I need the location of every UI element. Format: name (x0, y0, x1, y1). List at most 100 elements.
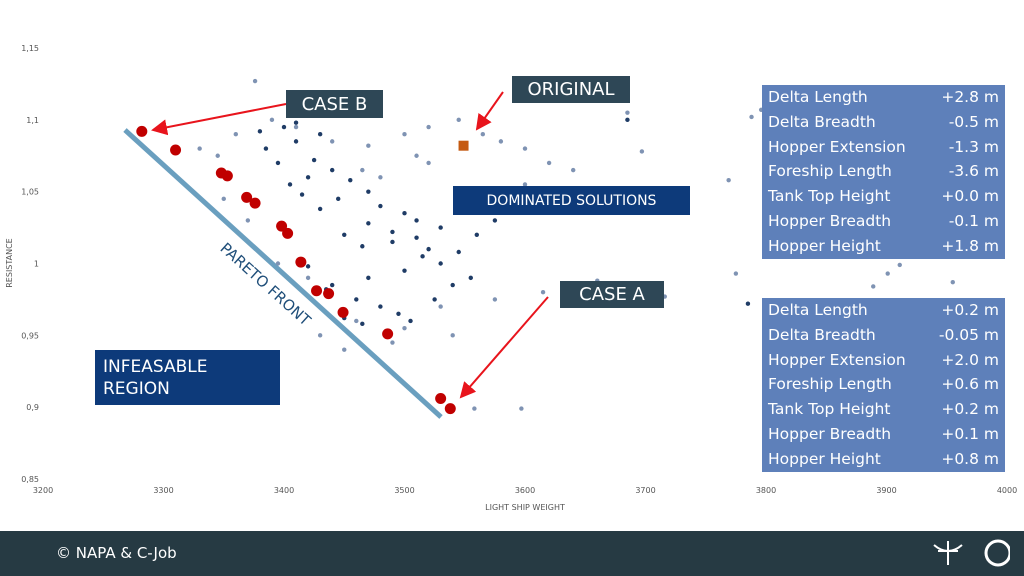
point (456, 249, 461, 255)
point (360, 244, 365, 249)
point (414, 235, 419, 240)
x-tick-label: 3300 (153, 486, 173, 495)
x-tick-label: 4000 (997, 486, 1017, 495)
panel-value: +0.8 m (941, 449, 999, 468)
point (522, 182, 528, 187)
point (639, 149, 645, 154)
point (366, 275, 371, 281)
point (468, 275, 473, 281)
case-a-panel: Delta Length +0.2 m Delta Breadth -0.05 m Ho… (762, 298, 1005, 472)
point (330, 167, 335, 173)
pareto-label: PARETO FRONT (217, 239, 315, 330)
y-tick-label: 0,95 (21, 331, 39, 340)
x-tick-label: 3200 (33, 486, 53, 495)
point (366, 143, 371, 148)
y-tick-label: 1 (34, 260, 39, 269)
point (480, 132, 486, 137)
point (293, 120, 299, 125)
point (950, 279, 955, 285)
panel-label: Tank Top Height (768, 187, 891, 206)
original-label: ORIGINAL (512, 76, 630, 103)
point (396, 311, 401, 316)
point (492, 297, 498, 302)
panel-value: +0.2 m (941, 400, 999, 419)
y-tick-label: 1,1 (26, 116, 39, 125)
panel-label: Hopper Height (768, 236, 881, 255)
point (438, 304, 443, 309)
point (257, 129, 263, 134)
point (571, 167, 576, 173)
panel-value: -0.5 m (948, 112, 999, 131)
x-tick-label: 3700 (635, 486, 655, 495)
point (402, 268, 407, 273)
point (426, 124, 431, 130)
point (414, 218, 419, 223)
panel-value: -1.3 m (948, 137, 999, 156)
x-axis-title: LIGHT SHIP WEIGHT (485, 503, 565, 512)
point (348, 177, 353, 183)
pareto-point (323, 288, 335, 300)
point (197, 146, 202, 151)
panel-label: Tank Top Height (768, 400, 891, 419)
panel-row: Foreship Length -3.6 m (768, 159, 999, 184)
point (749, 114, 754, 120)
case-b-panel: Delta Length +2.8 m Delta Breadth -0.5 m Hop… (762, 85, 1005, 259)
point (546, 160, 552, 166)
panel-row: Delta Length +0.2 m (768, 298, 999, 323)
point (519, 406, 524, 411)
pareto-point (382, 328, 394, 340)
panel-row: Hopper Breadth -0.1 m (768, 209, 999, 234)
point (293, 139, 299, 144)
points (136, 78, 955, 415)
pareto-point (337, 306, 349, 318)
point (293, 124, 299, 130)
panel-label: Hopper Extension (768, 350, 906, 369)
panel-value: -3.6 m (948, 162, 999, 181)
point (275, 261, 281, 266)
panel-row: Foreship Length +0.6 m (768, 372, 999, 397)
panel-value: -0.05 m (938, 325, 999, 344)
panel-label: Hopper Extension (768, 137, 906, 156)
panel-row: Hopper Extension +2.0 m (768, 348, 999, 373)
point (402, 325, 407, 331)
point (390, 340, 395, 345)
panel-value: -0.1 m (948, 211, 999, 230)
pareto-point (435, 393, 447, 405)
pareto-point (249, 197, 261, 209)
panel-row: Delta Breadth -0.05 m (768, 323, 999, 348)
panel-value: +2.0 m (941, 350, 999, 369)
point (305, 175, 311, 180)
arrow (475, 91, 504, 131)
point (281, 124, 287, 130)
arrow (151, 103, 287, 136)
point (492, 218, 498, 223)
panel-value: +0.0 m (941, 187, 999, 206)
x-tick-label: 3400 (274, 486, 294, 495)
pareto-front-line (123, 128, 443, 419)
x-tick-label: 3500 (394, 486, 414, 495)
point (540, 290, 546, 295)
point (426, 246, 431, 252)
panel-row: Hopper Breadth +0.1 m (768, 422, 999, 447)
point (625, 110, 630, 115)
point (885, 271, 890, 276)
point (378, 203, 383, 209)
footer-text: © NAPA & C-Job (56, 544, 177, 562)
point (420, 254, 425, 259)
point (330, 139, 335, 144)
point (287, 182, 293, 187)
point (305, 264, 311, 269)
point (438, 261, 443, 266)
pareto-point (170, 144, 182, 156)
panel-row: Hopper Height +1.8 m (768, 234, 999, 259)
point (897, 262, 902, 268)
x-tick-label: 3900 (876, 486, 896, 495)
point (275, 160, 281, 166)
point (625, 117, 630, 123)
case-b-label: CASE B (286, 90, 383, 118)
pareto-point (136, 125, 148, 137)
y-tick-label: 1,05 (21, 188, 39, 197)
arrow (459, 296, 549, 399)
point (378, 175, 383, 180)
